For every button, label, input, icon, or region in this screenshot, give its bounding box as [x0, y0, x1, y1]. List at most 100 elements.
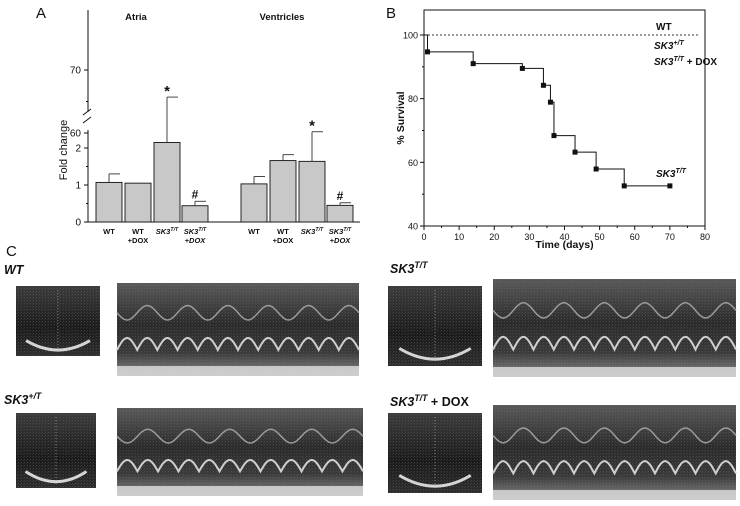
survival-point [540, 82, 546, 88]
echo-label-base: SK3 [390, 262, 414, 276]
significance-mark: # [192, 187, 199, 201]
sk3-tt-survival-line [424, 34, 670, 187]
y-tick-label: 0 [75, 218, 81, 229]
echo-mmode-texture [117, 283, 359, 376]
x-label-base: SK3 [156, 227, 171, 236]
legend-sk3-tt: SK3T/T [656, 168, 687, 180]
bar [95, 181, 123, 223]
echo-mmode-texture [493, 405, 736, 500]
significance-mark: * [309, 118, 315, 135]
echo-label: WT [4, 263, 25, 277]
x-label: SK3T/T [156, 227, 179, 236]
group-label: Ventricles [260, 12, 305, 23]
x-label-base: SK3 [329, 227, 344, 236]
x-tick-label: 30 [524, 232, 534, 242]
echo-label-suffix: + DOX [427, 395, 469, 409]
x-label-base: SK3 [184, 227, 199, 236]
legend-sk3-tt-sup: T/T [675, 168, 686, 175]
echo-septal-wall [116, 304, 360, 321]
x-label: WT [248, 227, 260, 236]
echo-label: SK3T/T + DOX [390, 393, 469, 409]
echo-septal-wall [492, 427, 737, 444]
x-label-sup: T/T [170, 227, 179, 233]
survival-point [547, 99, 553, 105]
y-axis-label: Fold change [58, 120, 70, 181]
bar [326, 204, 354, 223]
y-tick-label: 2 [75, 144, 81, 155]
legend-sk3-tt-dox: SK3T/T + DOX [654, 56, 717, 68]
echo-label-sup: T/T [414, 393, 428, 403]
y-tick-label: 1 [75, 181, 81, 192]
legend-sk3-het: SK3+/T [654, 40, 684, 52]
x-label-base: SK3 [301, 227, 316, 236]
panel-letter-b: B [386, 5, 396, 22]
x-tick-label: 70 [665, 232, 675, 242]
echo-label-base: SK3 [390, 395, 414, 409]
significance-mark: # [337, 189, 344, 203]
echo-label-base: WT [4, 263, 25, 277]
echo-bmode-wall [24, 470, 88, 484]
axis-break-mark [82, 108, 92, 116]
bar [124, 182, 152, 223]
bar [153, 141, 181, 223]
y-tick-label: 60 [70, 129, 82, 140]
echo-label-sup: +/T [28, 391, 42, 401]
survival-point [551, 133, 557, 139]
echo-label-sup: T/T [414, 260, 428, 270]
legend-sk3-tt-dox-suffix: + DOX [684, 57, 717, 68]
x-label-line2: +DOX [273, 236, 294, 245]
y-tick-label: 100 [403, 31, 418, 41]
echo-pericardium-band [493, 490, 736, 500]
survival-point [621, 183, 627, 189]
survival-point [572, 149, 578, 155]
echo-label: SK3+/T [4, 391, 42, 407]
survival-point [470, 61, 476, 67]
legend-sk3-het-sup: +/T [673, 40, 684, 47]
x-label-line2: +DOX [185, 236, 207, 245]
survival-chart: 0 10 20 30 40 50 60 70 80 40 60 80 100 Time (days) % S… [395, 9, 717, 251]
y-tick-label: 60 [408, 158, 418, 168]
x-label-line2: +DOX [128, 236, 149, 245]
x-label: SK3T/T [301, 227, 324, 236]
x-label-sup: T/T [315, 227, 324, 233]
x-tick-label: 20 [489, 232, 499, 242]
axis-break-mark [82, 116, 92, 124]
echo-mmode-texture [493, 279, 736, 377]
echo-label-base: SK3 [4, 393, 28, 407]
x-label: SK3T/T [329, 227, 352, 236]
legend-sk3-tt-dox-base: SK3 [654, 57, 674, 68]
legend-sk3-het-base: SK3 [654, 41, 674, 52]
echo-pericardium-band [493, 367, 736, 377]
echo-posterior-wall [492, 459, 737, 476]
x-tick-label: 50 [595, 232, 605, 242]
echo-septal-wall [492, 301, 737, 319]
x-tick-label: 60 [630, 232, 640, 242]
legend-sk3-tt-dox-sup: T/T [673, 56, 684, 63]
bar [269, 160, 297, 223]
x-tick-label: 40 [559, 232, 569, 242]
legend-sk3-tt-base: SK3 [656, 169, 676, 180]
echo-posterior-wall [492, 335, 737, 352]
group-label: Atria [125, 12, 147, 23]
x-tick-label: 80 [700, 232, 710, 242]
x-label: WT [132, 227, 144, 236]
bar [240, 183, 268, 223]
x-label-sup: T/T [343, 227, 352, 233]
significance-mark: * [164, 83, 170, 100]
echo-mmode-texture [117, 408, 363, 496]
x-label-line2: +DOX [330, 236, 352, 245]
x-label-sup: T/T [198, 227, 207, 233]
survival-point [519, 65, 525, 71]
x-axis-label: Time (days) [535, 239, 593, 251]
echo-posterior-wall [116, 336, 360, 353]
echo-septal-wall [116, 428, 364, 444]
echo-pericardium-band [117, 366, 359, 376]
legend-wt: WT [656, 22, 672, 33]
survival-point [593, 166, 599, 172]
echo-label: SK3T/T [390, 260, 428, 276]
panel-letter-c: C [6, 243, 17, 260]
echo-bmode-wall [25, 339, 91, 352]
bar [181, 205, 209, 223]
